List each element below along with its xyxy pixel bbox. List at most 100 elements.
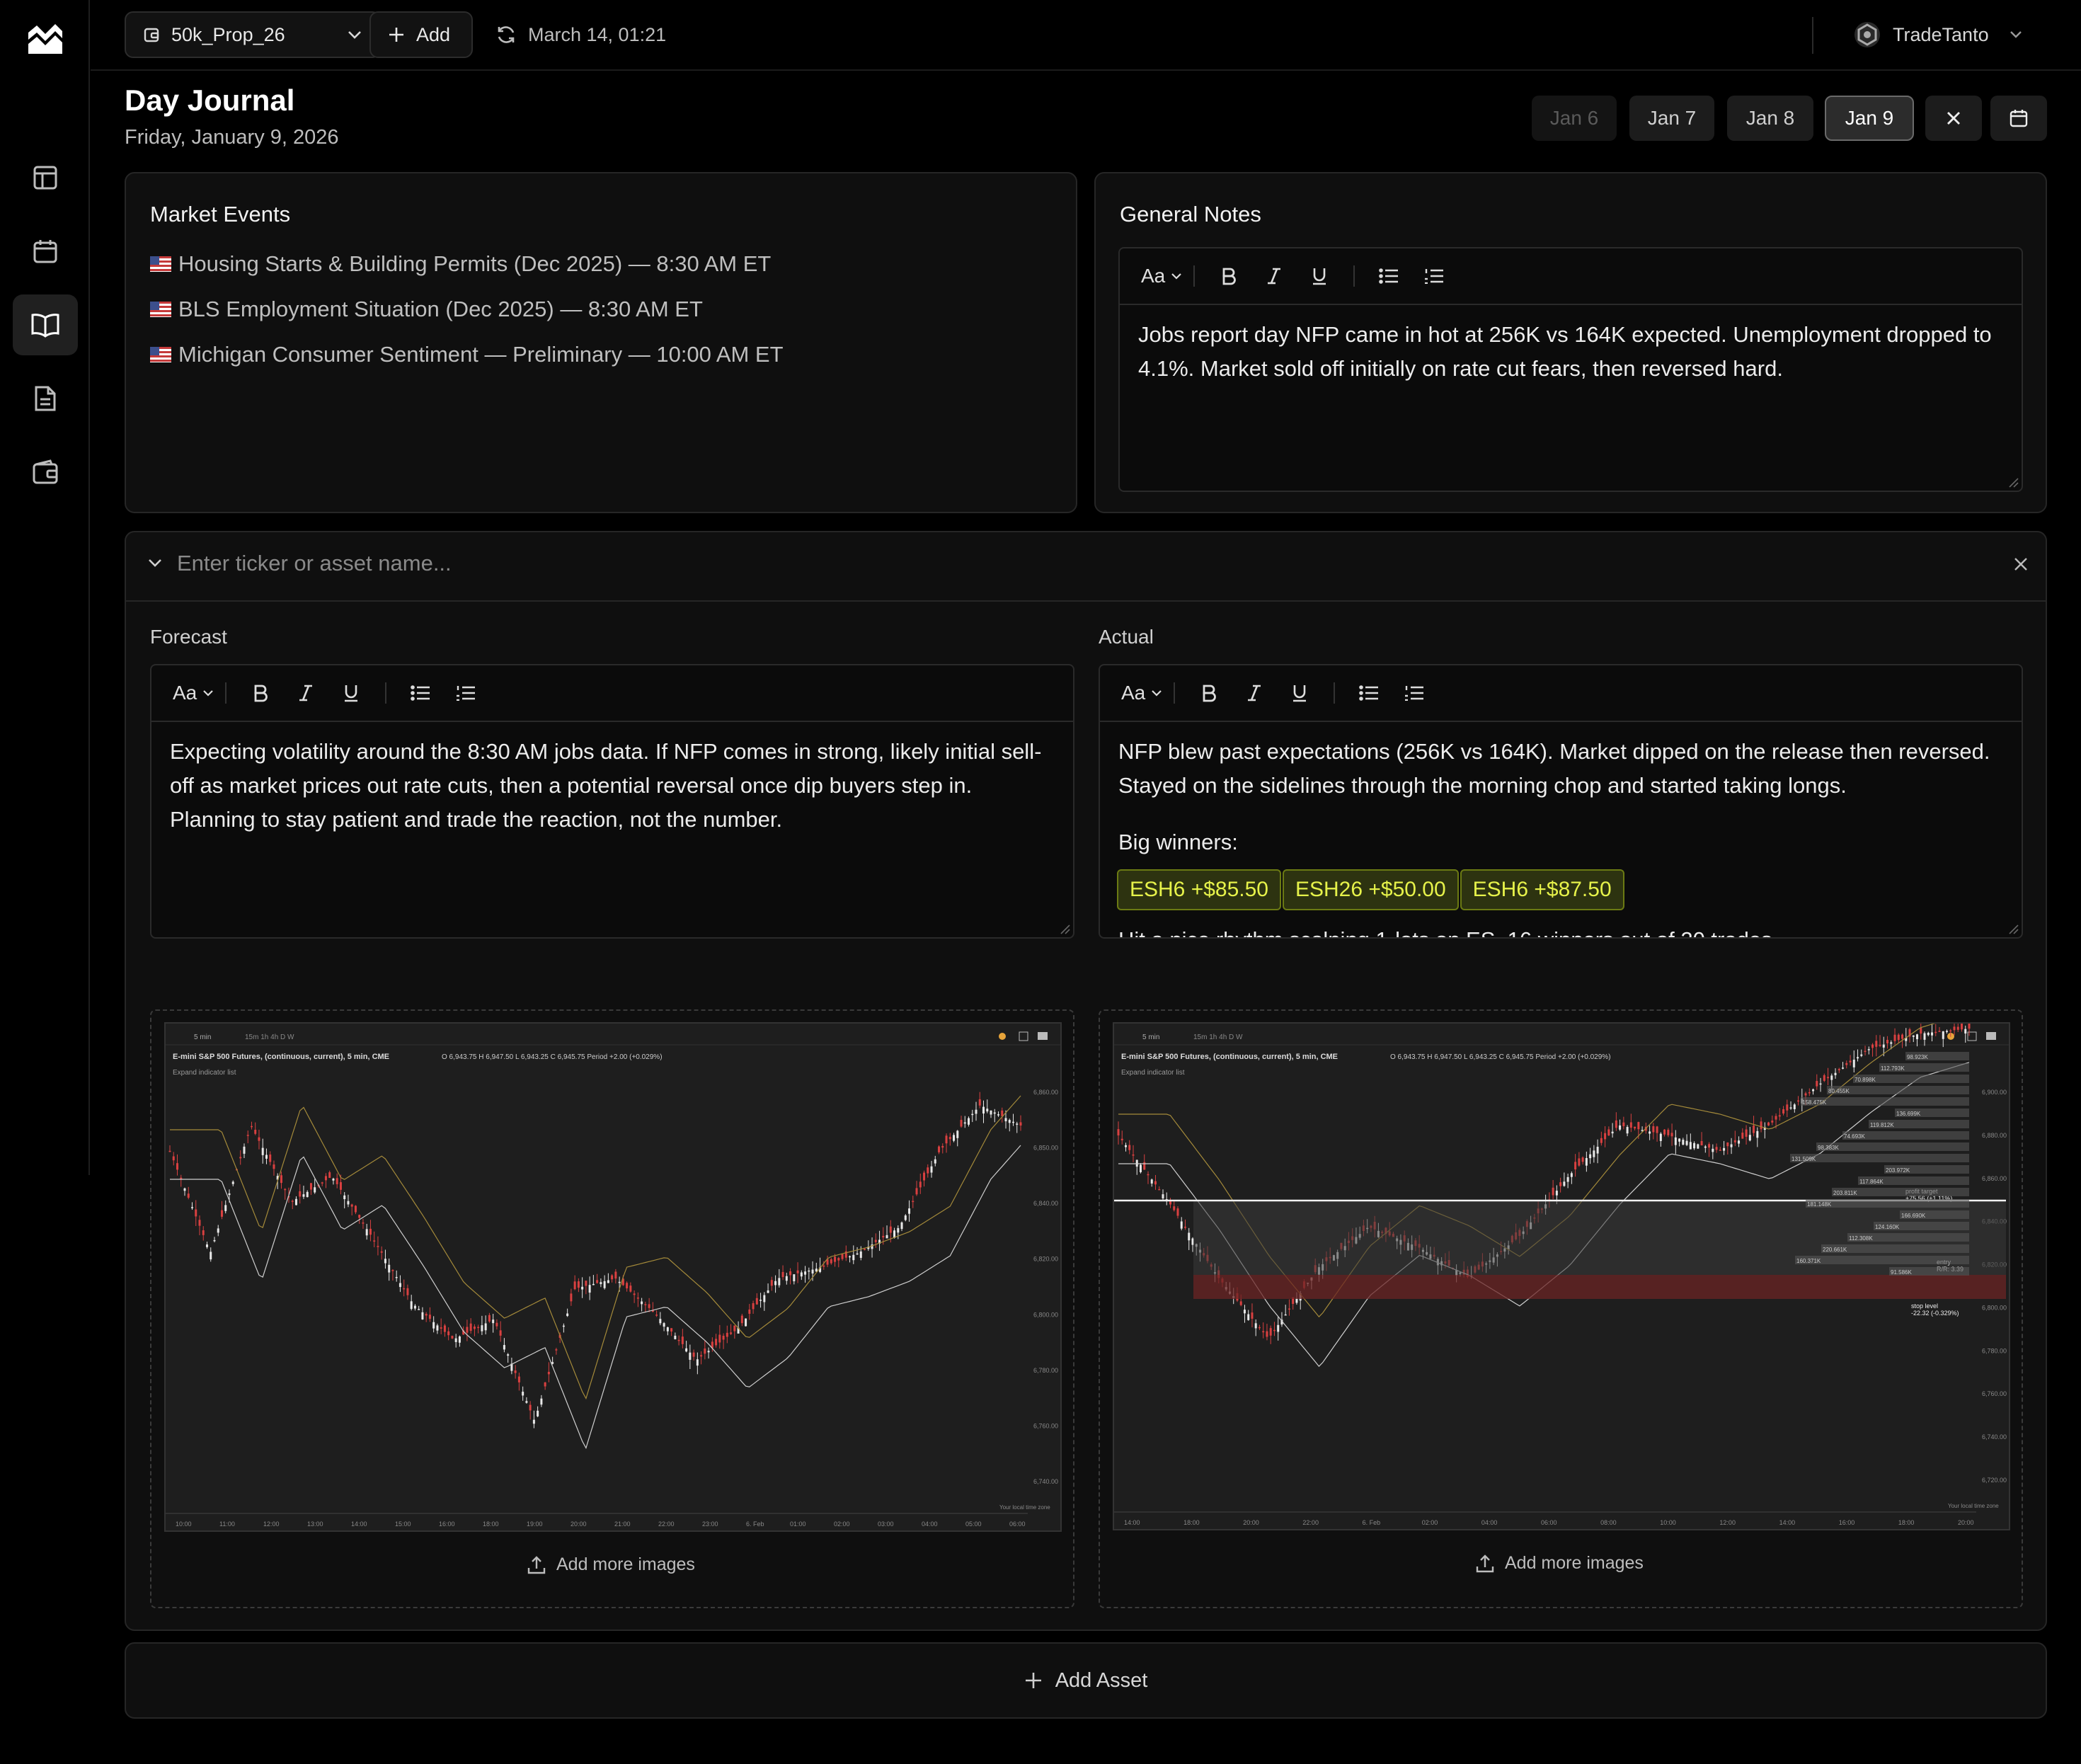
- bullet-list-icon[interactable]: [1346, 665, 1392, 721]
- forecast-editor[interactable]: Aa Expecting volatility around the 8:30 …: [150, 664, 1074, 939]
- underline-icon[interactable]: [1277, 665, 1322, 721]
- chart-time-label: 15:00: [395, 1520, 411, 1528]
- chart-time-label: 13:00: [307, 1520, 323, 1528]
- volume-profile-label: 158.475K: [1802, 1099, 1827, 1106]
- candle-body: [897, 1227, 900, 1233]
- indicator-line: [170, 1095, 1021, 1400]
- close-day-button[interactable]: [1925, 96, 1982, 141]
- font-size-dropdown[interactable]: Aa: [173, 665, 214, 721]
- general-notes-title: General Notes: [1120, 202, 1261, 227]
- candle-body: [618, 1281, 621, 1283]
- resize-handle-icon[interactable]: [2007, 923, 2019, 934]
- add-button[interactable]: Add: [369, 11, 473, 58]
- trade-tag[interactable]: ESH6 +$87.50: [1460, 869, 1624, 910]
- general-notes-editor[interactable]: Aa Jobs report day NFP came in hot at 25…: [1118, 247, 2023, 492]
- actual-editor[interactable]: Aa NFP blew past expectations (256K vs 1…: [1099, 664, 2023, 939]
- resize-handle-icon[interactable]: [2007, 476, 2019, 488]
- numbered-list-icon[interactable]: [443, 665, 488, 721]
- italic-icon[interactable]: [283, 665, 328, 721]
- candle-body: [551, 1362, 554, 1364]
- candle-body: [614, 1271, 617, 1279]
- app-logo-icon[interactable]: [27, 23, 64, 55]
- candle-body: [309, 1183, 312, 1190]
- chart-timezone: Your local time zone: [1948, 1503, 1999, 1509]
- trade-tag[interactable]: ESH6 +$85.50: [1117, 869, 1281, 910]
- font-size-dropdown[interactable]: Aa: [1121, 665, 1162, 721]
- chart-time-label: 12:00: [263, 1520, 280, 1528]
- actual-image-dropzone[interactable]: 5 min 15m 1h 4h D W E-mini S&P 500 Futures…: [1099, 1009, 2023, 1608]
- sidebar-item-calendar[interactable]: [13, 221, 78, 282]
- chart-fullscreen-icon: [1967, 1031, 1977, 1041]
- volume-profile-bar: [1874, 1222, 1969, 1230]
- candle-body: [1008, 1120, 1011, 1123]
- remove-asset-close-icon[interactable]: [2013, 556, 2029, 572]
- candle-body: [246, 1135, 249, 1136]
- candle-body: [570, 1293, 573, 1302]
- bullet-list-icon[interactable]: [398, 665, 443, 721]
- candle-body: [213, 1239, 216, 1242]
- sidebar-item-accounts[interactable]: [13, 442, 78, 503]
- actual-closing-text[interactable]: Hit a nice rhythm scalping 1-lots on ES.…: [1118, 923, 2003, 937]
- italic-icon[interactable]: [1251, 248, 1297, 304]
- candle-body: [1756, 1130, 1759, 1138]
- forecast-image-dropzone[interactable]: 5 min 15m 1h 4h D W E-mini S&P 500 Futures…: [150, 1009, 1074, 1608]
- candle-body: [1689, 1142, 1692, 1150]
- ticker-input[interactable]: Enter ticker or asset name...: [177, 551, 452, 575]
- underline-icon[interactable]: [1297, 248, 1342, 304]
- candle-body: [800, 1272, 803, 1277]
- forecast-chart-screenshot[interactable]: 5 min 15m 1h 4h D W E-mini S&P 500 Futures…: [164, 1022, 1062, 1532]
- candle-body: [269, 1154, 272, 1162]
- bullet-list-icon[interactable]: [1366, 248, 1411, 304]
- candle-body: [239, 1157, 242, 1159]
- candle-body: [514, 1370, 517, 1373]
- candle-body: [1733, 1140, 1736, 1142]
- candle-body: [1016, 1123, 1019, 1125]
- day-tab-jan9[interactable]: Jan 9: [1825, 96, 1914, 141]
- candle-body: [1258, 1327, 1261, 1329]
- candle-body: [1637, 1122, 1640, 1130]
- sidebar-item-reports[interactable]: [13, 368, 78, 429]
- plus-icon: [1024, 1671, 1043, 1690]
- candle-body: [1555, 1191, 1558, 1196]
- forecast-text[interactable]: Expecting volatility around the 8:30 AM …: [170, 739, 1042, 832]
- bold-icon[interactable]: [238, 665, 283, 721]
- resize-handle-icon[interactable]: [1059, 923, 1070, 934]
- candle-body: [1288, 1308, 1290, 1310]
- add-more-images-button[interactable]: Add more images: [527, 1554, 695, 1575]
- candle-body: [1629, 1122, 1632, 1128]
- profit-target-value: +75.56 (+1.11%): [1905, 1195, 1952, 1202]
- sync-button[interactable]: March 14, 01:21: [495, 11, 666, 58]
- actual-text[interactable]: NFP blew past expectations (256K vs 164K…: [1118, 739, 1990, 798]
- underline-icon[interactable]: [328, 665, 374, 721]
- day-tab-jan7[interactable]: Jan 7: [1629, 96, 1714, 141]
- bold-icon[interactable]: [1206, 248, 1251, 304]
- candle-body: [1882, 1044, 1885, 1048]
- day-tab-jan8[interactable]: Jan 8: [1727, 96, 1813, 141]
- numbered-list-icon[interactable]: [1411, 248, 1457, 304]
- calendar-picker-button[interactable]: [1990, 96, 2047, 141]
- candle-body: [692, 1352, 695, 1357]
- font-size-dropdown[interactable]: Aa: [1141, 248, 1182, 304]
- candle-body: [1808, 1092, 1811, 1094]
- candle-body: [276, 1176, 279, 1180]
- actual-chart-screenshot[interactable]: 5 min 15m 1h 4h D W E-mini S&P 500 Futures…: [1113, 1022, 2010, 1530]
- add-more-images-button[interactable]: Add more images: [1475, 1553, 1644, 1574]
- candle-body: [1019, 1122, 1022, 1126]
- candle-body: [1834, 1072, 1837, 1075]
- volume-profile-label: 220.661K: [1823, 1247, 1847, 1253]
- collapse-chevron-icon[interactable]: [147, 558, 163, 568]
- add-asset-button[interactable]: Add Asset: [125, 1642, 2047, 1719]
- italic-icon[interactable]: [1232, 665, 1277, 721]
- sidebar-item-journal[interactable]: [13, 294, 78, 355]
- chart-time-label: 10:00: [1660, 1519, 1676, 1526]
- candle-body: [1147, 1174, 1150, 1176]
- chart-time-label: 18:00: [1898, 1519, 1915, 1526]
- trade-tag[interactable]: ESH26 +$50.00: [1282, 869, 1459, 910]
- general-notes-text[interactable]: Jobs report day NFP came in hot at 256K …: [1138, 322, 1992, 381]
- user-menu[interactable]: TradeTanto: [1853, 11, 2023, 58]
- day-tab-jan6[interactable]: Jan 6: [1532, 96, 1617, 141]
- bold-icon[interactable]: [1186, 665, 1232, 721]
- numbered-list-icon[interactable]: [1392, 665, 1437, 721]
- sidebar-item-dashboard[interactable]: [13, 147, 78, 208]
- account-selector[interactable]: 50k_Prop_26: [125, 11, 381, 58]
